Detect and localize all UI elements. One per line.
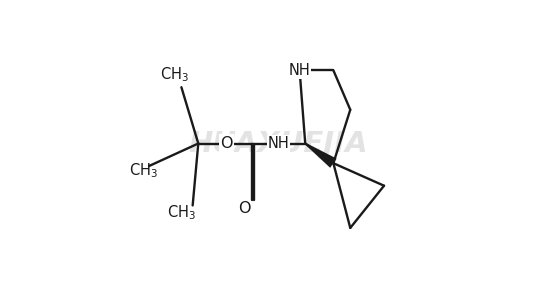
Polygon shape bbox=[305, 143, 336, 168]
Text: O: O bbox=[238, 201, 251, 216]
Text: O: O bbox=[220, 136, 233, 151]
Text: CH$_3$: CH$_3$ bbox=[160, 65, 189, 84]
Text: NH: NH bbox=[267, 136, 290, 151]
Text: NH: NH bbox=[289, 63, 310, 78]
Text: CH$_3$: CH$_3$ bbox=[129, 161, 158, 180]
Text: CH$_3$: CH$_3$ bbox=[167, 203, 196, 222]
Text: HUAXUEJIA: HUAXUEJIA bbox=[189, 129, 368, 158]
